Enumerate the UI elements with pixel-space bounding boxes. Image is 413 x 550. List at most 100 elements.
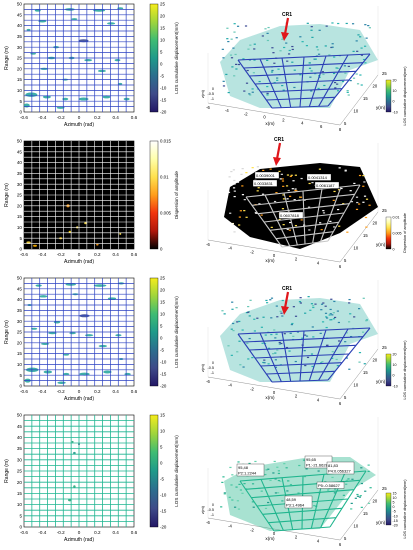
data-blob: [78, 97, 89, 101]
data-point: [286, 60, 289, 62]
point-detail: P4:0.056327: [328, 468, 351, 473]
x-tick-label: 6: [339, 542, 342, 547]
data-point: [294, 360, 297, 363]
axis-y-line: [339, 348, 379, 400]
y-tick-label: 35: [17, 308, 23, 313]
x-tick-label: 0.2: [94, 115, 101, 120]
colorbar-tick-label: 0: [160, 62, 163, 67]
y-tick-label: 25: [17, 469, 23, 474]
data-point: [261, 193, 265, 195]
colorbar-tick-label: 0: [160, 336, 163, 341]
colorbar-tick-label: 10: [160, 312, 165, 317]
z-tick-label: -0.5: [207, 366, 214, 370]
data-point: [360, 54, 364, 56]
data-blob: [30, 327, 38, 330]
data-point: [270, 333, 273, 336]
x-tick-label: -4: [228, 383, 232, 388]
data-point: [237, 508, 241, 510]
data-point: [298, 301, 302, 303]
data-blob: [62, 97, 69, 101]
y-tick-label: 20: [17, 66, 23, 71]
colorbar-tick-label: -10: [393, 384, 398, 388]
grid-range-line: [260, 362, 343, 367]
grid-range-line: [254, 79, 350, 85]
data-point: [332, 318, 336, 320]
data-point: [310, 70, 313, 72]
data-point: [337, 340, 341, 342]
data-point: [249, 44, 252, 46]
data-point: [365, 198, 369, 200]
data-point: [253, 59, 256, 61]
data-point: [236, 25, 240, 27]
value-label: 0.0607818: [280, 213, 300, 218]
annotation-arrowhead: [273, 157, 281, 166]
data-point: [344, 169, 347, 171]
x-tick-label: -6: [206, 379, 210, 384]
colorbar-tick-label: 0.01: [160, 175, 169, 180]
data-point: [295, 190, 298, 192]
z-axis-label: z(m): [200, 89, 205, 98]
x-tick-label: -0.2: [57, 115, 65, 120]
y-axis-label: y(m): [376, 520, 386, 525]
data-blob: [68, 498, 72, 502]
data-blob: [118, 82, 123, 85]
grid-range-line: [245, 184, 361, 198]
data-point: [352, 50, 355, 52]
panel-2-3d: -6 -4 -2 0 2 4 6 8 x(m) 5 10 15 20 25 y(m) 0 -0.5 -1 z(m) C…: [200, 0, 413, 135]
data-blob: [33, 244, 37, 247]
data-point: [277, 472, 281, 475]
point-label: 95,48: [238, 465, 249, 470]
colorbar-tick-label: 5: [160, 50, 163, 55]
data-point: [267, 501, 270, 504]
data-point: [230, 170, 233, 173]
panel-7-svg: -0.6 -0.4 -0.2 0 0.2 0.4 0.6 0 5 10 15 20 25 30 35 40 45…: [4, 413, 179, 543]
y-tick-label: 5: [344, 536, 347, 541]
grid-range-line: [257, 203, 350, 215]
data-point: [248, 462, 251, 465]
data-point: [289, 483, 293, 486]
data-blob: [73, 485, 76, 489]
y-tick-label: 15: [17, 77, 23, 82]
data-point: [322, 73, 325, 76]
x-tick-label: 0: [263, 114, 266, 119]
grid-range-line: [281, 240, 329, 248]
data-point: [249, 299, 252, 301]
data-point: [232, 330, 235, 332]
x-tick-label: -6: [206, 105, 210, 110]
data-point: [276, 349, 279, 351]
point-label: 95,65: [306, 457, 317, 462]
data-point: [264, 473, 267, 476]
data-point: [364, 216, 368, 219]
data-point: [251, 501, 254, 503]
x-tick-label: 0.2: [94, 389, 101, 394]
data-point: [257, 187, 260, 189]
data-point: [286, 228, 289, 230]
data-point: [288, 350, 291, 352]
panel-7-heatmap: -0.6 -0.4 -0.2 0 0.2 0.4 0.6 0 5 10 15 20 25 30 35 40 45…: [0, 411, 200, 550]
data-point: [279, 480, 282, 482]
data-point: [228, 176, 231, 178]
data-point: [305, 468, 308, 470]
grid-range-line: [249, 344, 357, 351]
data-point: [265, 299, 268, 302]
y-axis-label: Range (m): [4, 183, 10, 207]
annotation-arrow: [283, 291, 290, 309]
data-point: [241, 329, 244, 331]
data-point: [285, 185, 289, 187]
z-tick-label: -0.5: [207, 508, 214, 512]
data-point: [231, 223, 234, 225]
colorbar-tick-label: 0: [393, 505, 395, 509]
data-point: [357, 34, 360, 36]
data-blob: [73, 451, 76, 455]
data-point: [356, 495, 360, 497]
y-tick-label: 35: [17, 34, 23, 39]
data-point: [223, 493, 226, 495]
data-point: [350, 201, 354, 203]
data-point: [318, 168, 322, 170]
data-point: [359, 495, 362, 497]
x-tick-label: 6: [339, 264, 342, 269]
data-point: [251, 88, 254, 90]
y-tick-label: 45: [17, 12, 23, 17]
data-point: [333, 316, 337, 319]
data-point: [344, 170, 347, 172]
